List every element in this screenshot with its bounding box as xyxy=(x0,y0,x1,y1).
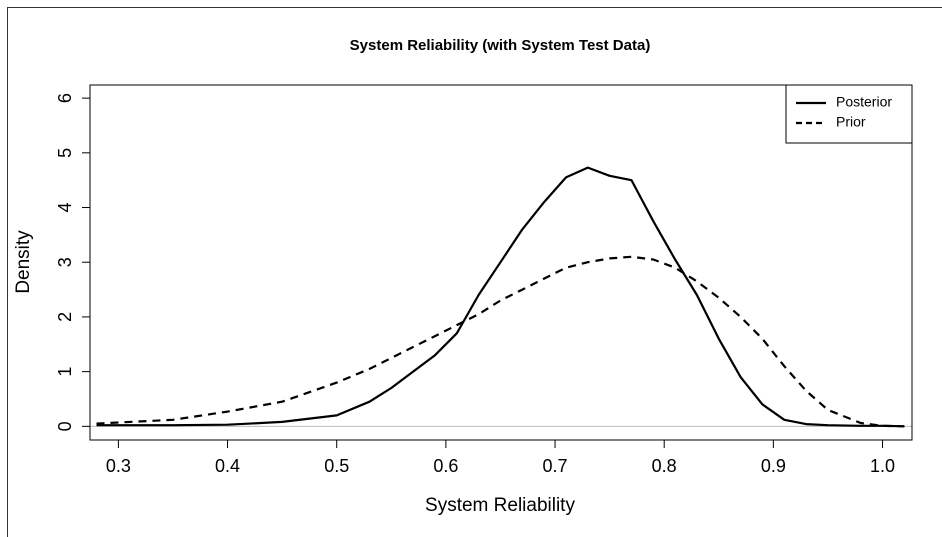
legend-label: Posterior xyxy=(836,94,892,110)
density-line xyxy=(96,255,905,428)
x-tick-label: 0.3 xyxy=(106,456,131,476)
chart-title: System Reliability (with System Test Dat… xyxy=(350,37,651,54)
y-axis-label: Density xyxy=(13,230,34,294)
x-tick-label: 0.5 xyxy=(324,456,349,476)
y-tick-label: 6 xyxy=(55,93,75,103)
x-tick-label: 1.0 xyxy=(870,456,895,476)
x-tick-label: 0.9 xyxy=(761,456,786,476)
x-tick-label: 0.4 xyxy=(215,456,240,476)
y-tick-label: 3 xyxy=(55,257,75,267)
y-tick-label: 5 xyxy=(55,148,75,158)
x-tick-label: 0.7 xyxy=(543,456,568,476)
legend-box xyxy=(785,84,913,144)
frame xyxy=(7,7,942,537)
y-tick-label: 2 xyxy=(55,312,75,322)
x-tick-label: 0.8 xyxy=(652,456,677,476)
x-axis-label: System Reliability xyxy=(425,495,575,516)
y-tick-label: 1 xyxy=(55,367,75,377)
y-tick-label: 4 xyxy=(55,203,75,213)
y-tick-label: 0 xyxy=(55,421,75,431)
density-line xyxy=(96,166,905,428)
legend-label: Prior xyxy=(836,114,866,130)
plot-box xyxy=(89,84,913,441)
x-tick-label: 0.6 xyxy=(433,456,458,476)
